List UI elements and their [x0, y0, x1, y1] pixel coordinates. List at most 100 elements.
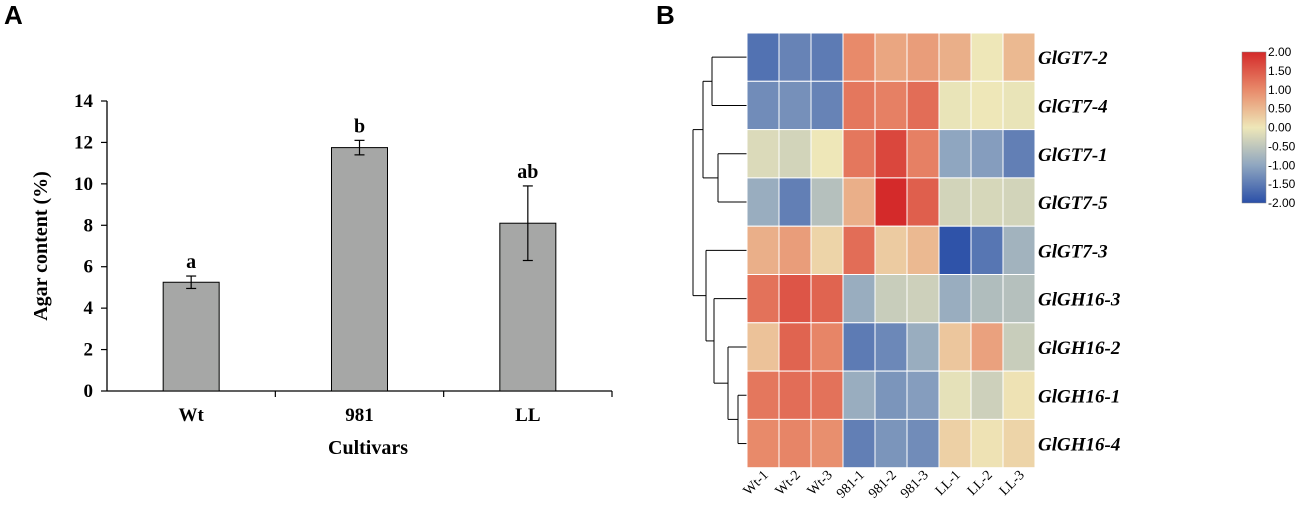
col-label: Wt-2: [773, 468, 804, 499]
heatmap-cell: [778, 322, 812, 372]
col-label: 981-1: [834, 468, 868, 502]
y-tick-label: 4: [84, 298, 94, 319]
significance-label: a: [186, 251, 196, 273]
row-label: GlGT7-1: [1038, 145, 1108, 166]
heatmap-cell: [906, 418, 940, 469]
significance-label: b: [354, 115, 365, 137]
heatmap-cell: [810, 32, 844, 82]
col-label: Wt-1: [741, 468, 772, 499]
heatmap-cell: [778, 80, 812, 131]
heatmap-cell: [1002, 32, 1036, 82]
heatmap-cell: [1002, 418, 1036, 469]
colorbar-gradient: [1241, 51, 1267, 204]
heatmap-cell: [874, 32, 908, 82]
heatmap-cell: [906, 80, 940, 131]
heatmap-cell: [906, 129, 940, 179]
colorbar-tick-label: -1.00: [1268, 158, 1296, 172]
colorbar-tick-label: 0.50: [1268, 102, 1292, 116]
y-tick-label: 2: [84, 340, 94, 361]
heatmap-cell: [938, 274, 972, 324]
heatmap-cell: [778, 177, 812, 227]
heatmap-cell: [746, 32, 780, 82]
heatmap-cell: [1002, 129, 1036, 179]
heatmap-cell: [778, 129, 812, 179]
heatmap-cell: [746, 274, 780, 324]
heatmap-cell: [842, 225, 876, 275]
heatmap-cell: [778, 32, 812, 82]
heatmap-cell: [746, 177, 780, 227]
heatmap-cell: [746, 80, 780, 131]
heatmap-cell: [842, 322, 876, 372]
significance-label: ab: [517, 161, 538, 183]
heatmap-cell: [874, 129, 908, 179]
y-tick-label: 8: [84, 215, 94, 236]
heatmap-cell: [1002, 274, 1036, 324]
colorbar-tick-label: -2.00: [1268, 196, 1296, 210]
row-label: GlGH16-3: [1038, 290, 1120, 311]
colorbar-tick-label: 1.00: [1268, 83, 1292, 97]
heatmap-cell: [970, 418, 1004, 469]
heatmap-colorbar: 2.00 1.50 1.00 0.50 0.00 -0.50 -1.00 -1.50 -2.00: [1241, 45, 1296, 210]
heatmap-cell: [970, 225, 1004, 275]
heatmap-cell: [842, 274, 876, 324]
y-tick-label: 6: [84, 257, 94, 278]
heatmap-cell: [842, 80, 876, 131]
heatmap-cell: [874, 177, 908, 227]
heatmap-cell: [938, 80, 972, 131]
heatmap-row-labels: GlGT7-2 GlGT7-4 GlGT7-1 GlGT7-5 GlGT7-3 GlGH1…: [1038, 48, 1121, 455]
heatmap-cell: [810, 80, 844, 131]
row-label: GlGH16-2: [1038, 338, 1121, 359]
heatmap-cell: [1002, 80, 1036, 131]
heatmap-cell: [810, 322, 844, 372]
heatmap-cells: [746, 32, 1036, 469]
heatmap-cell: [938, 32, 972, 82]
heatmap-cell: [778, 418, 812, 469]
colorbar-tick-label: 1.50: [1268, 64, 1292, 78]
heatmap-cell: [874, 274, 908, 324]
bar-chart-y-ticks: 0 2 4 6 8 10 12 14: [74, 91, 107, 402]
row-label: GlGT7-4: [1038, 96, 1108, 117]
panel-letter-a: A: [4, 0, 23, 30]
heatmap-cell: [746, 129, 780, 179]
bar-wt: [162, 281, 220, 392]
bar-chart-y-label: Agar content (%): [30, 171, 52, 321]
heatmap-row-dendrogram: [692, 56, 747, 445]
heatmap-cell: [906, 370, 940, 420]
heatmap-cell: [906, 177, 940, 227]
heatmap-cell: [746, 225, 780, 275]
colorbar-tick-label: -0.50: [1268, 139, 1296, 153]
heatmap-cell: [810, 177, 844, 227]
heatmap-cell: [810, 129, 844, 179]
heatmap-cell: [906, 32, 940, 82]
row-label: GlGT7-2: [1038, 48, 1108, 69]
col-label: 981-3: [898, 468, 932, 502]
heatmap-cell: [938, 177, 972, 227]
colorbar-tick-label: 0.00: [1268, 121, 1292, 135]
heatmap-cell: [778, 274, 812, 324]
row-label: GlGH16-1: [1038, 386, 1120, 407]
heatmap-cell: [746, 322, 780, 372]
heatmap-cell: [842, 129, 876, 179]
heatmap-cell: [842, 32, 876, 82]
panel-letter-b: B: [656, 0, 675, 30]
heatmap-cell: [842, 177, 876, 227]
y-tick-label: 0: [84, 381, 94, 402]
x-tick-label: Wt: [179, 405, 205, 426]
col-label: Wt-3: [805, 468, 836, 499]
heatmap-cell: [810, 370, 844, 420]
bar-chart-x-label: Cultivars: [328, 437, 408, 459]
heatmap-cell: [970, 370, 1004, 420]
heatmap-cell: [938, 225, 972, 275]
col-label: LL-1: [933, 468, 964, 499]
y-tick-label: 12: [74, 132, 93, 153]
heatmap-cell: [842, 370, 876, 420]
y-tick-label: 14: [74, 91, 94, 112]
heatmap-cell: [842, 418, 876, 469]
col-label: 981-2: [866, 468, 900, 502]
heatmap-cell: [938, 322, 972, 372]
colorbar-tick-label: -1.50: [1268, 177, 1296, 191]
heatmap-cell: [874, 322, 908, 372]
